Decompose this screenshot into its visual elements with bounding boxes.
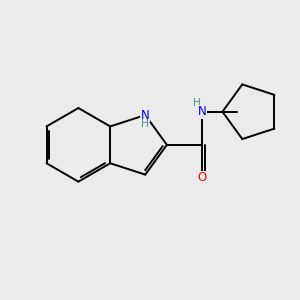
Text: N: N [141, 109, 150, 122]
Text: O: O [197, 172, 206, 184]
Text: H: H [141, 119, 149, 130]
Text: H: H [194, 98, 201, 108]
Text: N: N [197, 105, 206, 118]
